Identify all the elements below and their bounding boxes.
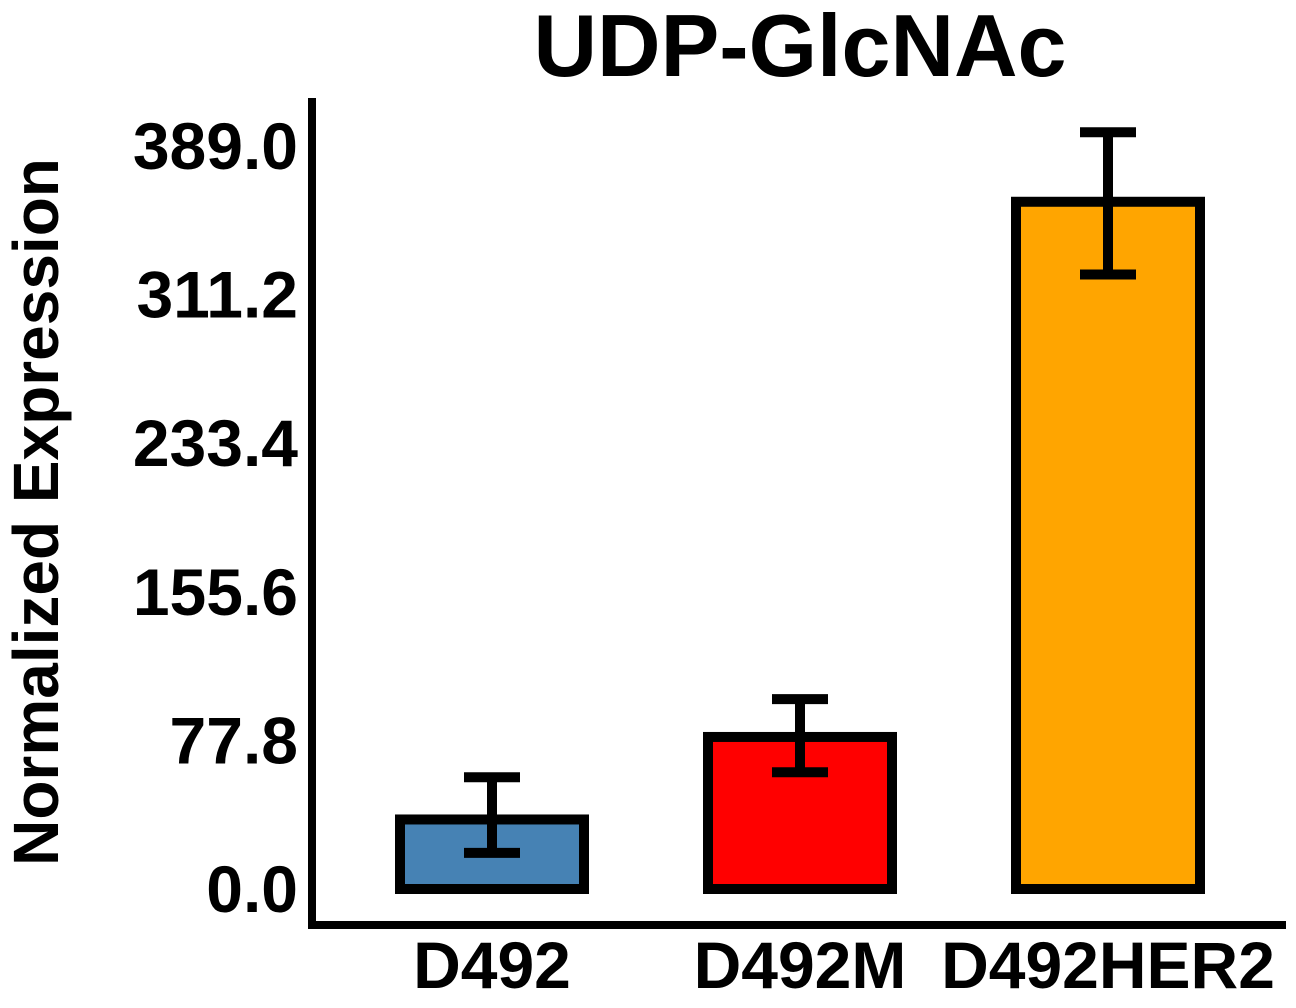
- y-tick-label: 389.0: [133, 109, 298, 183]
- y-axis-ticks: 0.0 77.8 155.6 233.4 311.2 389.0: [133, 109, 298, 926]
- y-axis-label: Normalized Expression: [0, 158, 72, 866]
- chart-title: UDP-GlcNAc: [534, 0, 1067, 95]
- error-bar-d492m: [772, 694, 828, 778]
- y-tick-label: 155.6: [133, 555, 298, 629]
- x-tick-label: D492HER2: [941, 928, 1275, 1002]
- plot-area: [395, 127, 1205, 895]
- y-tick-label: 77.8: [170, 703, 298, 777]
- y-tick-label: 233.4: [133, 406, 298, 480]
- y-tick-label: 311.2: [136, 258, 298, 332]
- x-axis-ticks: D492 D492M D492HER2: [413, 928, 1275, 1002]
- x-tick-label: D492: [413, 928, 571, 1002]
- y-tick-label: 0.0: [206, 852, 298, 926]
- bar-d492her2: [1011, 196, 1205, 894]
- error-bar-d492her2: [1080, 127, 1136, 280]
- error-bar-d492: [464, 772, 520, 858]
- x-tick-label: D492M: [694, 928, 907, 1002]
